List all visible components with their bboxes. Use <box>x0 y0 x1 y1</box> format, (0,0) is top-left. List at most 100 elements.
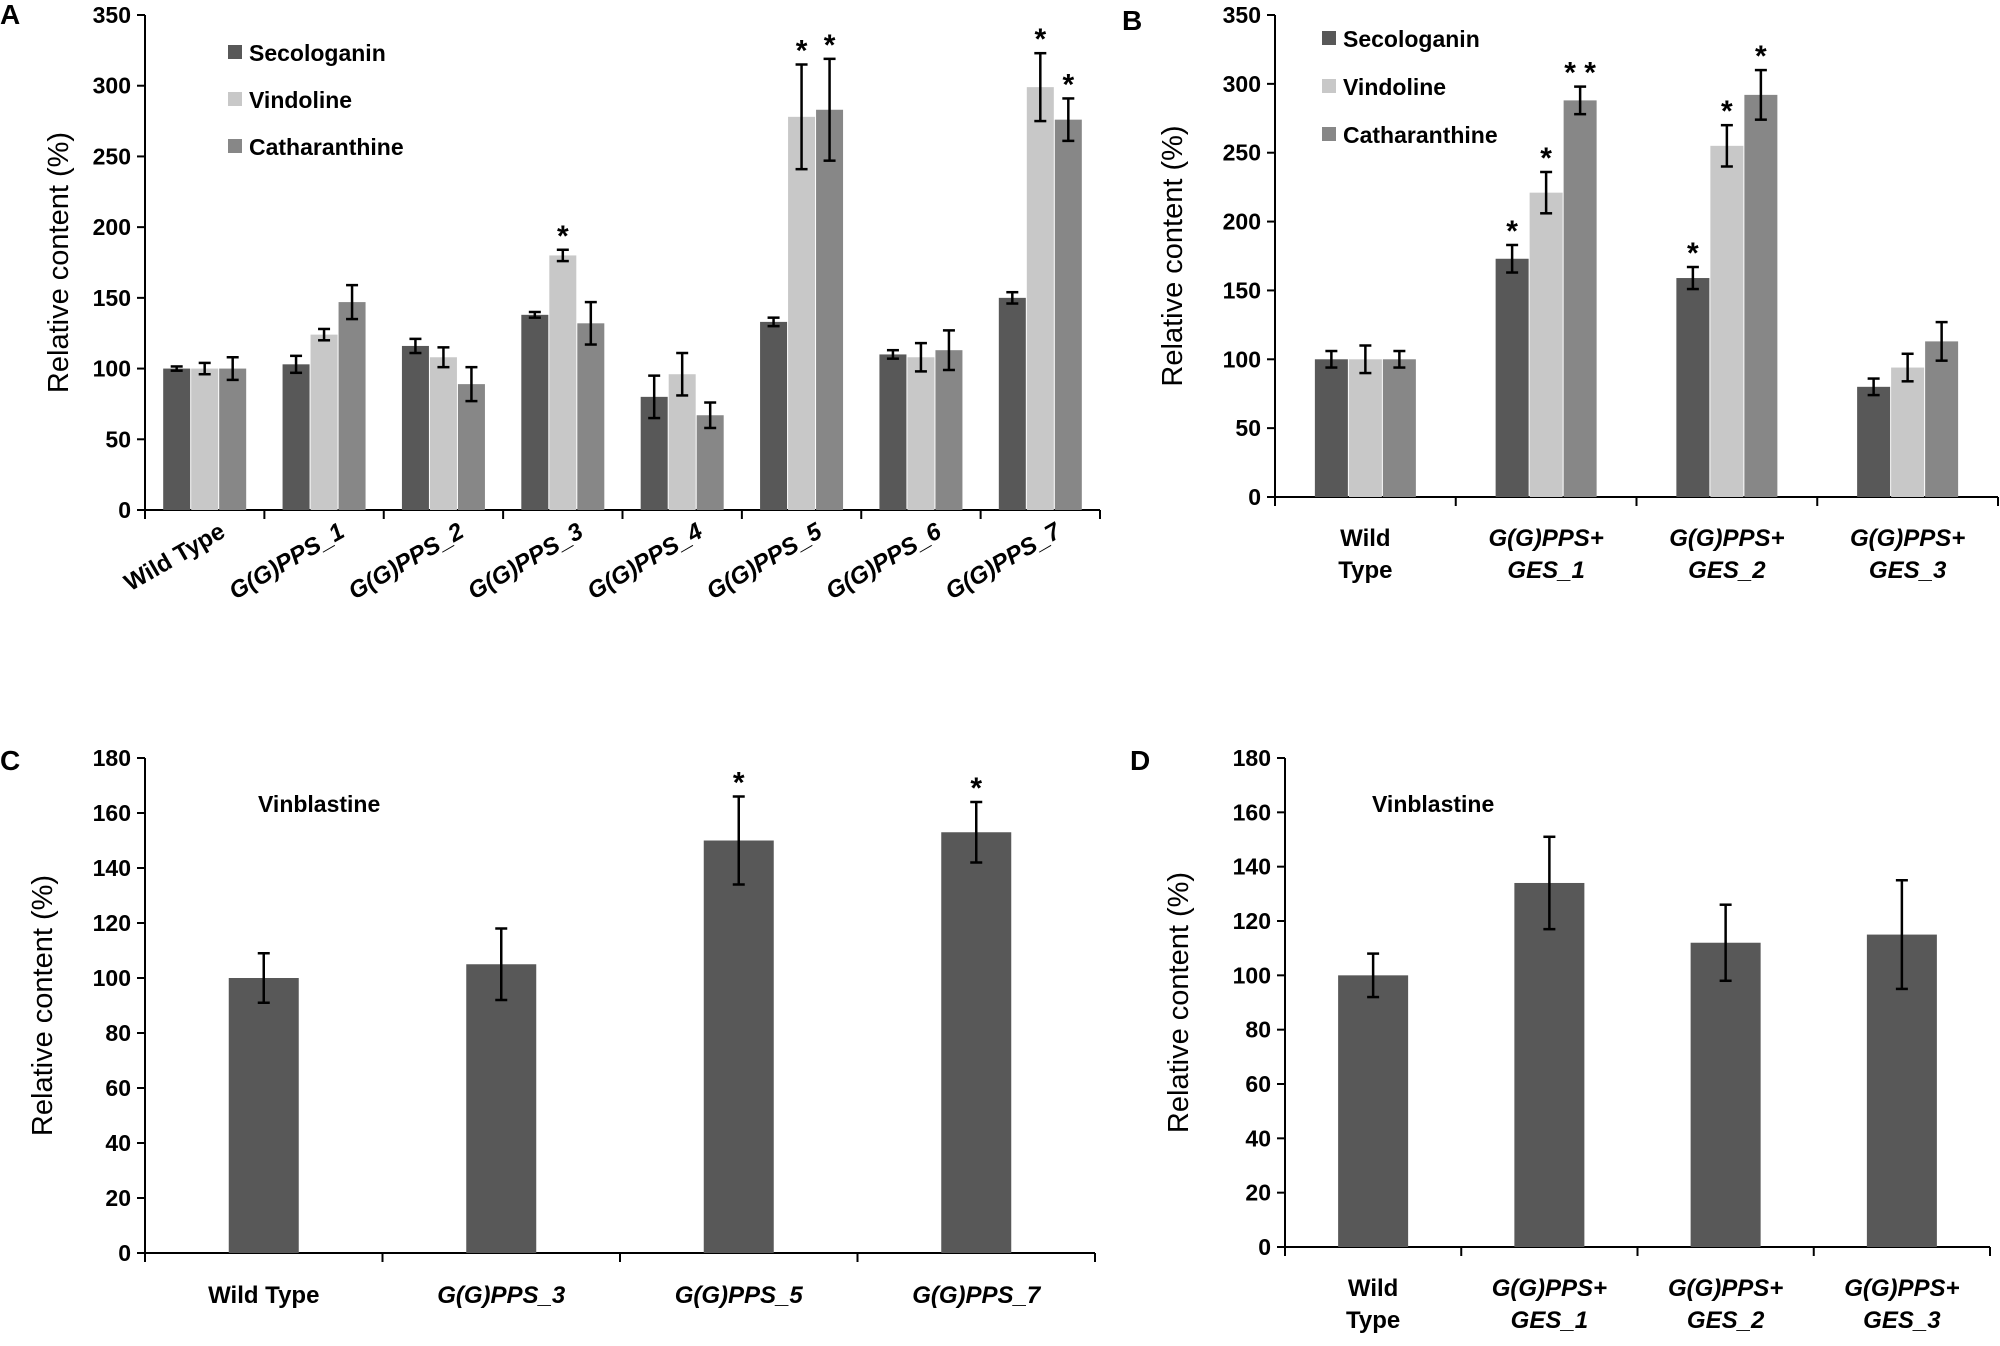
x-category-label: G(G)PPS_4 <box>583 518 707 605</box>
x-category-label: G(G)PPS+ GES_1 <box>1488 525 1603 584</box>
y-tick-label: 140 <box>93 855 131 881</box>
significance-star: * <box>557 220 569 253</box>
bar <box>1891 367 1925 497</box>
error-bar <box>676 351 689 397</box>
significance-star: * <box>1506 215 1518 248</box>
x-category-label-line: G(G)PPS+ <box>1844 1275 1959 1302</box>
error-bar <box>409 337 422 355</box>
panel-a: A 0 50 100 150 200 250 300 350 Relative content (… <box>0 0 1101 605</box>
y-tick-label: 20 <box>105 1185 131 1211</box>
bar <box>1563 100 1597 497</box>
y-tick-label: 60 <box>105 1075 131 1101</box>
bar <box>577 323 605 510</box>
y-tick-label: 0 <box>118 497 131 523</box>
y-tick-label: 50 <box>1235 415 1261 441</box>
x-category-label-line: Wild <box>1340 525 1390 552</box>
y-tick-label: 160 <box>93 800 131 826</box>
y-axis-title: Relative content (%) <box>27 875 59 1136</box>
significance-star: * <box>1687 237 1699 270</box>
error-bar <box>170 365 183 372</box>
chart-title: Vinblastine <box>258 791 380 817</box>
legend: Secologanin Vindoline Catharanthine <box>1322 26 1498 148</box>
x-category-label-line: GES_1 <box>1511 1307 1588 1334</box>
bar <box>998 297 1026 510</box>
x-category-label-line: GES_2 <box>1687 1307 1765 1334</box>
y-tick-label: 100 <box>93 356 131 382</box>
bar <box>1710 145 1744 498</box>
x-category-label: G(G)PPS_6 <box>822 517 947 605</box>
y-tick-label: 300 <box>1223 71 1261 97</box>
error-bar <box>1034 51 1047 123</box>
bar <box>1676 278 1710 497</box>
y-tick-label: 350 <box>93 2 131 28</box>
x-category-label: G(G)PPS_5 <box>675 1282 804 1309</box>
y-axis-title: Relative content (%) <box>1157 125 1189 386</box>
bar <box>1348 359 1382 497</box>
x-category-label: G(G)PPS_3 <box>463 517 588 605</box>
x-category-label-line: G(G)PPS+ <box>1668 1275 1783 1302</box>
legend-swatch <box>228 139 242 153</box>
legend-swatch <box>1322 79 1336 93</box>
bar <box>907 357 935 510</box>
significance-star: * <box>1540 142 1552 175</box>
x-category-label-line: GES_3 <box>1869 557 1947 584</box>
error-bar <box>1754 68 1767 121</box>
error-bar <box>1901 352 1914 383</box>
error-bar <box>198 361 211 376</box>
bar <box>1744 94 1778 498</box>
error-bar <box>1367 952 1380 999</box>
bar <box>760 321 788 510</box>
panel-b: B 0 50 100 150 200 250 300 350 Relative content (… <box>1122 2 1999 584</box>
y-tick-label: 100 <box>1233 962 1271 988</box>
y-tick-label: 100 <box>93 965 131 991</box>
error-bar <box>886 348 899 360</box>
x-category-label-line: GES_3 <box>1863 1307 1941 1334</box>
error-bar <box>1359 344 1372 375</box>
legend-swatch <box>1322 31 1336 45</box>
x-category-label-line: Type <box>1338 557 1392 584</box>
error-bar <box>1006 290 1019 305</box>
significance-star: * <box>1062 68 1074 101</box>
x-category-label: G(G)PPS+ GES_2 <box>1669 525 1784 584</box>
significance-star: * <box>733 767 745 800</box>
error-bar <box>1574 85 1587 116</box>
bar <box>338 302 366 510</box>
panel-letter: B <box>1122 5 1142 36</box>
y-tick-label: 120 <box>93 910 131 936</box>
error-bar <box>942 329 955 372</box>
x-category-label: G(G)PPS_1 <box>225 518 349 605</box>
significance-star: * <box>824 29 836 62</box>
panel-c: C 0 20 40 60 80 100 120 140 160 180 Relative conten… <box>0 745 1096 1309</box>
y-tick-label: 50 <box>105 426 131 452</box>
error-bar <box>290 354 303 375</box>
x-category-label-line: Wild <box>1348 1275 1398 1302</box>
y-axis-title: Relative content (%) <box>1163 872 1195 1133</box>
legend: Secologanin Vindoline Catharanthine <box>228 40 404 160</box>
x-category-label: G(G)PPS+ GES_3 <box>1844 1275 1959 1334</box>
significance-star: * <box>796 35 808 68</box>
y-axis-title: Relative content (%) <box>43 132 75 393</box>
y-tick-label: 120 <box>1233 908 1271 934</box>
y-tick-label: 40 <box>1245 1125 1271 1151</box>
legend-label: Vindoline <box>249 87 352 113</box>
significance-star: * <box>970 772 982 805</box>
legend-label: Vindoline <box>1343 74 1446 100</box>
bar <box>466 964 537 1253</box>
bar <box>941 832 1012 1253</box>
error-bar <box>437 346 450 369</box>
bar <box>788 116 816 510</box>
y-tick-label: 150 <box>1223 277 1261 303</box>
error-bar <box>1543 835 1556 931</box>
y-tick-label: 300 <box>93 73 131 99</box>
error-bar <box>1719 903 1732 983</box>
bar <box>429 357 457 510</box>
y-tick-label: 20 <box>1245 1180 1271 1206</box>
bar <box>668 374 696 510</box>
legend-label: Catharanthine <box>1343 122 1498 148</box>
bar <box>191 368 219 510</box>
x-category-label: G(G)PPS_3 <box>437 1282 566 1309</box>
bar <box>549 255 577 510</box>
error-bar <box>1895 879 1908 991</box>
bar <box>521 314 549 510</box>
y-tick-label: 200 <box>93 214 131 240</box>
